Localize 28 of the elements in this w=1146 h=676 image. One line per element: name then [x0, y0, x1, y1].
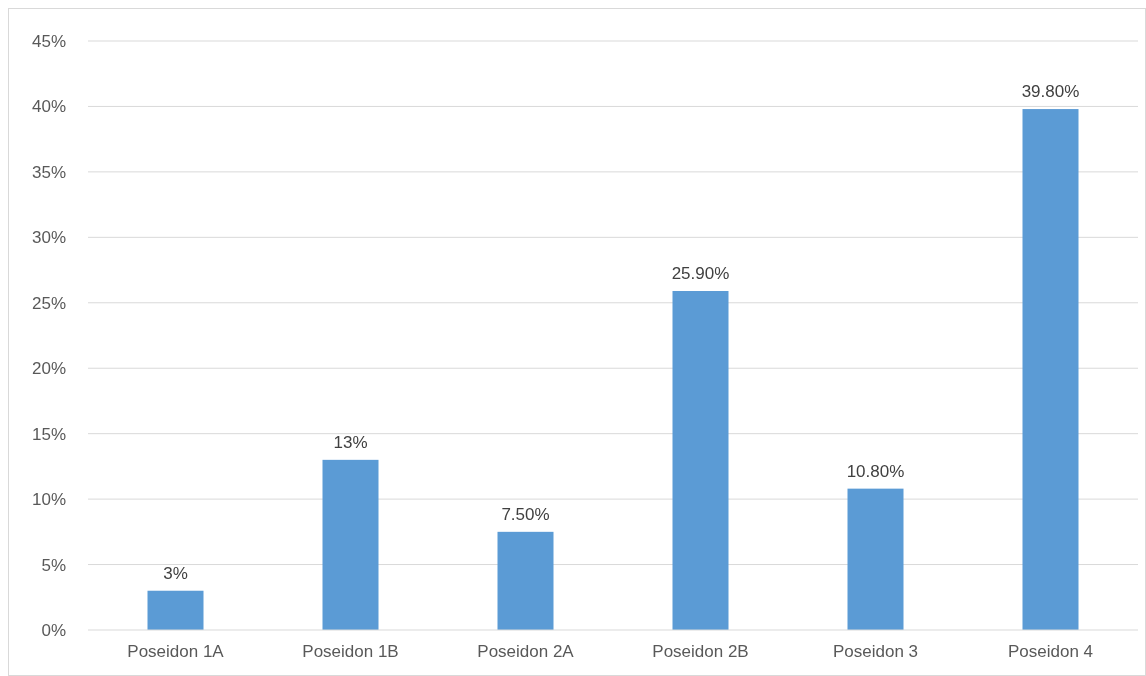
y-tick-label: 10%: [31, 490, 66, 510]
bar: [497, 531, 554, 630]
bar: [1022, 109, 1079, 630]
y-tick-label: 0%: [41, 620, 66, 640]
data-label: 7.50%: [501, 504, 550, 524]
y-tick-label: 20%: [31, 359, 66, 379]
y-tick-label: 40%: [31, 97, 66, 117]
x-tick-label: Poseidon 1B: [302, 642, 399, 661]
data-label: 10.80%: [846, 461, 905, 481]
y-tick-label: 5%: [41, 555, 66, 575]
y-tick-label: 45%: [31, 31, 66, 51]
data-label: 13%: [333, 432, 368, 452]
data-label: 39.80%: [1021, 82, 1080, 102]
x-tick-label: Poseidon 4: [1007, 642, 1094, 661]
y-tick-label: 35%: [31, 162, 66, 182]
bar: [147, 590, 204, 630]
data-label: 25.90%: [671, 264, 730, 283]
bar: [672, 291, 729, 630]
x-tick-label: Poseidon 3: [832, 642, 919, 661]
y-tick-label: 15%: [31, 424, 66, 444]
y-tick-label: 30%: [31, 228, 66, 248]
bar: [322, 459, 379, 630]
data-label: 3%: [163, 563, 188, 583]
x-tick-label: Poseidon 2A: [477, 642, 575, 661]
bar: [847, 488, 904, 630]
y-tick-label: 25%: [31, 293, 66, 313]
x-tick-label: Poseidon 2B: [652, 642, 749, 661]
x-tick-label: Poseidon 1A: [127, 642, 225, 661]
